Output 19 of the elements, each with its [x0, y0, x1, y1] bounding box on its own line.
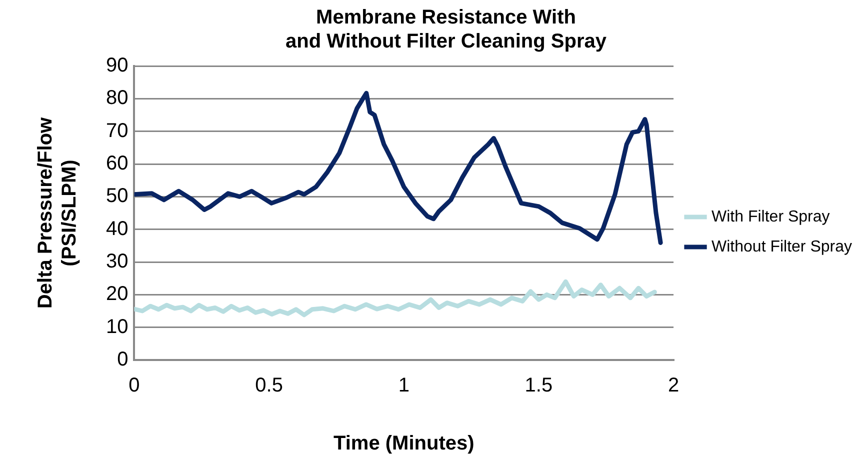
y-tick-label: 10 — [106, 316, 128, 338]
legend-label: With Filter Spray — [712, 208, 830, 226]
y-tick-label: 90 — [106, 54, 128, 77]
y-tick-label: 60 — [106, 152, 128, 175]
x-tick-label: 2 — [668, 374, 680, 397]
y-tick-label: 80 — [106, 87, 128, 110]
x-tick-label: 0.5 — [255, 374, 283, 397]
y-tick-label: 30 — [106, 250, 128, 273]
x-tick-label: 1.5 — [524, 374, 553, 397]
chart-title: Membrane Resistance With and Without Filter Cleaning Spray — [286, 6, 608, 53]
x-tick-label: 1 — [398, 374, 410, 397]
y-tick-label: 40 — [106, 218, 128, 240]
x-axis-title: Time (Minutes) — [334, 432, 474, 455]
y-tick-label: 0 — [117, 348, 128, 371]
y-tick-label: 20 — [106, 283, 128, 306]
y-tick-label: 70 — [106, 120, 128, 142]
y-axis-title: Delta Pressure/Flow (PSI/SLPM) — [34, 116, 81, 309]
legend-label: Without Filter Spray — [712, 238, 852, 256]
y-tick-label: 50 — [106, 185, 128, 208]
